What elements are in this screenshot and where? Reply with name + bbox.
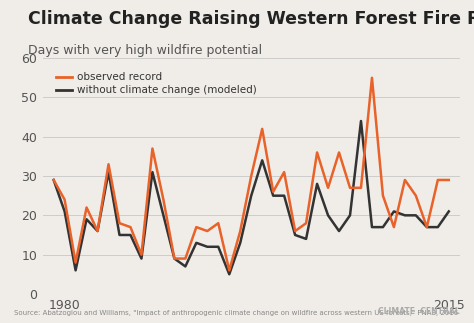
Text: Days with very high wildfire potential: Days with very high wildfire potential <box>28 44 263 57</box>
Text: Climate Change Raising Western Forest Fire Risk: Climate Change Raising Western Forest Fi… <box>28 10 474 28</box>
Legend: observed record, without climate change (modeled): observed record, without climate change … <box>52 68 261 99</box>
Text: Source: Abatzoglou and Williams, "Impact of anthropogenic climate change on wild: Source: Abatzoglou and Williams, "Impact… <box>14 310 458 316</box>
Text: CLIMATE  CENTRAL: CLIMATE CENTRAL <box>378 307 460 316</box>
